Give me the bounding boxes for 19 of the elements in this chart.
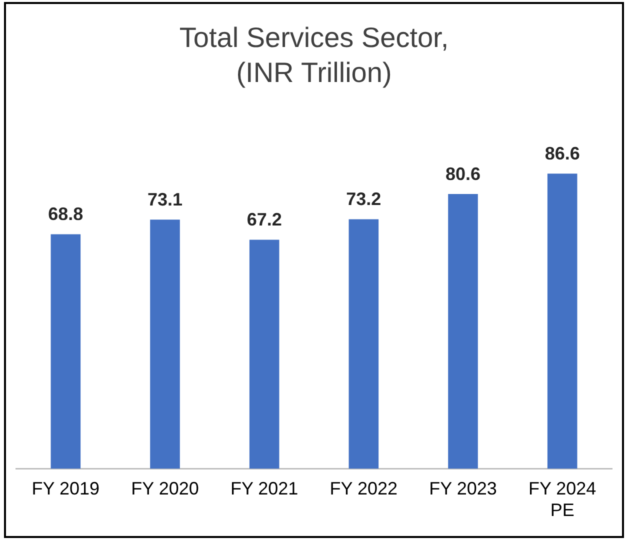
x-tick-label: FY 2021 bbox=[230, 478, 298, 499]
data-label: 68.8 bbox=[48, 204, 84, 224]
x-tick-label: FY 2023 bbox=[429, 478, 497, 499]
x-tick-label: FY 2022 bbox=[330, 478, 398, 499]
bar bbox=[448, 194, 478, 469]
x-tick-label: FY 2024 PE bbox=[528, 478, 596, 520]
data-label: 80.6 bbox=[445, 164, 481, 184]
data-label: 73.2 bbox=[346, 189, 382, 210]
data-label: 73.1 bbox=[147, 190, 183, 210]
bar bbox=[348, 219, 379, 469]
x-tick-label: FY 2020 bbox=[131, 478, 199, 499]
bar bbox=[249, 240, 280, 469]
x-tick-label: FY 2019 bbox=[32, 478, 100, 499]
bar bbox=[547, 174, 578, 469]
data-label: 86.6 bbox=[544, 144, 580, 164]
chart-title: Total Services Sector, (INR Trillion) bbox=[179, 22, 449, 88]
bar bbox=[50, 234, 81, 469]
data-label: 67.2 bbox=[246, 210, 282, 230]
bar bbox=[150, 220, 180, 469]
